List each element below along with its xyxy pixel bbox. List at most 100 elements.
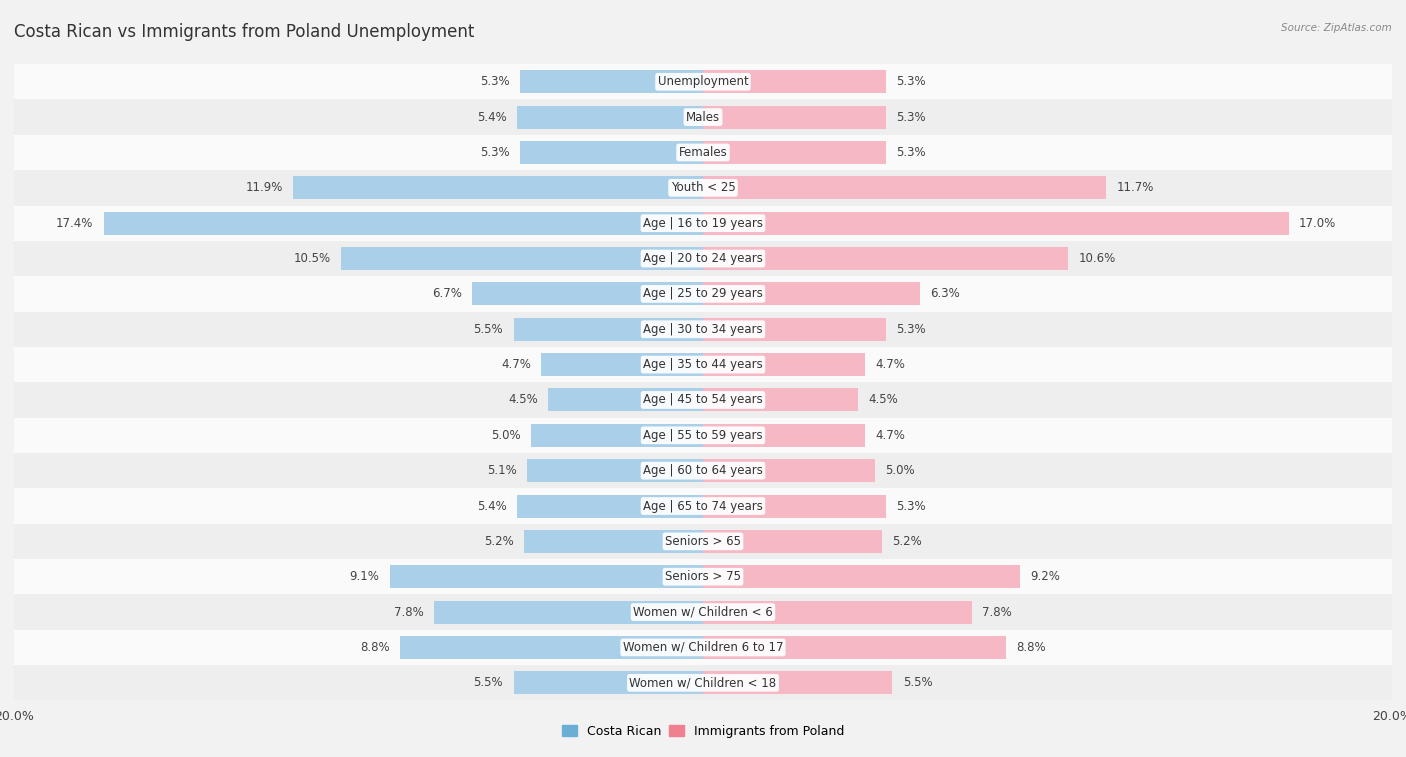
Text: Seniors > 65: Seniors > 65 xyxy=(665,535,741,548)
Bar xyxy=(520,70,703,93)
Bar xyxy=(14,347,1392,382)
Text: 5.3%: 5.3% xyxy=(896,111,925,123)
Text: 8.8%: 8.8% xyxy=(360,641,389,654)
Text: Males: Males xyxy=(686,111,720,123)
Bar xyxy=(342,247,703,270)
Bar xyxy=(520,141,703,164)
Bar xyxy=(548,388,703,412)
Bar xyxy=(14,312,1392,347)
Text: 5.5%: 5.5% xyxy=(474,322,503,336)
Bar xyxy=(703,106,886,129)
Bar xyxy=(14,665,1392,700)
Text: 5.0%: 5.0% xyxy=(886,464,915,477)
Bar xyxy=(14,205,1392,241)
Text: 7.8%: 7.8% xyxy=(394,606,425,618)
Bar xyxy=(703,247,1069,270)
Legend: Costa Rican, Immigrants from Poland: Costa Rican, Immigrants from Poland xyxy=(557,720,849,743)
Text: Age | 45 to 54 years: Age | 45 to 54 years xyxy=(643,394,763,407)
Text: 5.1%: 5.1% xyxy=(488,464,517,477)
Text: 9.2%: 9.2% xyxy=(1031,570,1060,583)
Bar xyxy=(14,64,1392,99)
Bar xyxy=(14,382,1392,418)
Text: Females: Females xyxy=(679,146,727,159)
Text: 10.6%: 10.6% xyxy=(1078,252,1116,265)
Text: Age | 55 to 59 years: Age | 55 to 59 years xyxy=(643,428,763,442)
Bar xyxy=(703,282,920,305)
Text: 4.5%: 4.5% xyxy=(869,394,898,407)
Bar xyxy=(703,70,886,93)
Text: 4.5%: 4.5% xyxy=(508,394,537,407)
Bar xyxy=(524,530,703,553)
Bar xyxy=(703,494,886,518)
Bar xyxy=(703,424,865,447)
Bar xyxy=(14,559,1392,594)
Bar xyxy=(14,276,1392,312)
Text: 5.3%: 5.3% xyxy=(896,146,925,159)
Bar xyxy=(14,170,1392,205)
Text: Age | 35 to 44 years: Age | 35 to 44 years xyxy=(643,358,763,371)
Text: 5.5%: 5.5% xyxy=(474,676,503,690)
Text: Women w/ Children < 6: Women w/ Children < 6 xyxy=(633,606,773,618)
Bar xyxy=(703,565,1019,588)
Text: Age | 20 to 24 years: Age | 20 to 24 years xyxy=(643,252,763,265)
Bar xyxy=(14,453,1392,488)
Bar xyxy=(389,565,703,588)
Text: Unemployment: Unemployment xyxy=(658,75,748,89)
Bar xyxy=(703,671,893,694)
Text: Age | 60 to 64 years: Age | 60 to 64 years xyxy=(643,464,763,477)
Bar xyxy=(703,388,858,412)
Text: Costa Rican vs Immigrants from Poland Unemployment: Costa Rican vs Immigrants from Poland Un… xyxy=(14,23,474,41)
Text: 5.3%: 5.3% xyxy=(896,75,925,89)
Text: 5.5%: 5.5% xyxy=(903,676,932,690)
Text: Age | 30 to 34 years: Age | 30 to 34 years xyxy=(643,322,763,336)
Bar xyxy=(14,488,1392,524)
Text: Youth < 25: Youth < 25 xyxy=(671,182,735,195)
Bar xyxy=(14,418,1392,453)
Bar xyxy=(703,600,972,624)
Bar xyxy=(434,600,703,624)
Text: 17.0%: 17.0% xyxy=(1299,217,1336,229)
Bar xyxy=(703,141,886,164)
Text: 5.0%: 5.0% xyxy=(491,428,520,442)
Bar xyxy=(703,636,1007,659)
Text: 5.3%: 5.3% xyxy=(481,146,510,159)
Bar xyxy=(513,671,703,694)
Bar xyxy=(399,636,703,659)
Text: Age | 25 to 29 years: Age | 25 to 29 years xyxy=(643,288,763,301)
Text: 7.8%: 7.8% xyxy=(981,606,1012,618)
Text: 5.4%: 5.4% xyxy=(477,111,506,123)
Text: 5.3%: 5.3% xyxy=(896,322,925,336)
Text: 10.5%: 10.5% xyxy=(294,252,330,265)
Bar xyxy=(527,459,703,482)
Text: 4.7%: 4.7% xyxy=(875,428,905,442)
Text: 8.8%: 8.8% xyxy=(1017,641,1046,654)
Bar xyxy=(517,494,703,518)
Text: 5.3%: 5.3% xyxy=(481,75,510,89)
Bar xyxy=(14,99,1392,135)
Bar xyxy=(14,630,1392,665)
Text: 9.1%: 9.1% xyxy=(349,570,380,583)
Bar xyxy=(472,282,703,305)
Text: 4.7%: 4.7% xyxy=(875,358,905,371)
Text: 17.4%: 17.4% xyxy=(56,217,93,229)
Text: 6.3%: 6.3% xyxy=(931,288,960,301)
Bar xyxy=(14,241,1392,276)
Bar xyxy=(703,176,1107,199)
Text: Seniors > 75: Seniors > 75 xyxy=(665,570,741,583)
Text: 5.4%: 5.4% xyxy=(477,500,506,512)
Bar xyxy=(531,424,703,447)
Text: 11.9%: 11.9% xyxy=(246,182,283,195)
Text: 5.2%: 5.2% xyxy=(484,535,513,548)
Text: Age | 16 to 19 years: Age | 16 to 19 years xyxy=(643,217,763,229)
Bar xyxy=(292,176,703,199)
Bar xyxy=(104,212,703,235)
Text: Source: ZipAtlas.com: Source: ZipAtlas.com xyxy=(1281,23,1392,33)
Bar xyxy=(703,530,882,553)
Text: 5.3%: 5.3% xyxy=(896,500,925,512)
Text: Women w/ Children < 18: Women w/ Children < 18 xyxy=(630,676,776,690)
Bar xyxy=(703,353,865,376)
Bar xyxy=(517,106,703,129)
Text: 4.7%: 4.7% xyxy=(501,358,531,371)
Text: 6.7%: 6.7% xyxy=(432,288,461,301)
Bar xyxy=(14,135,1392,170)
